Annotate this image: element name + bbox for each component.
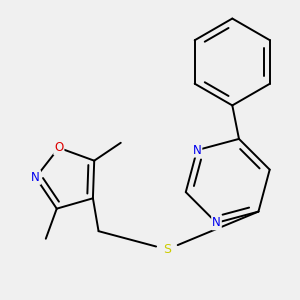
Text: N: N [193, 144, 201, 157]
Text: N: N [212, 216, 221, 229]
Text: N: N [31, 171, 40, 184]
Text: S: S [163, 243, 171, 256]
Text: O: O [54, 141, 64, 154]
